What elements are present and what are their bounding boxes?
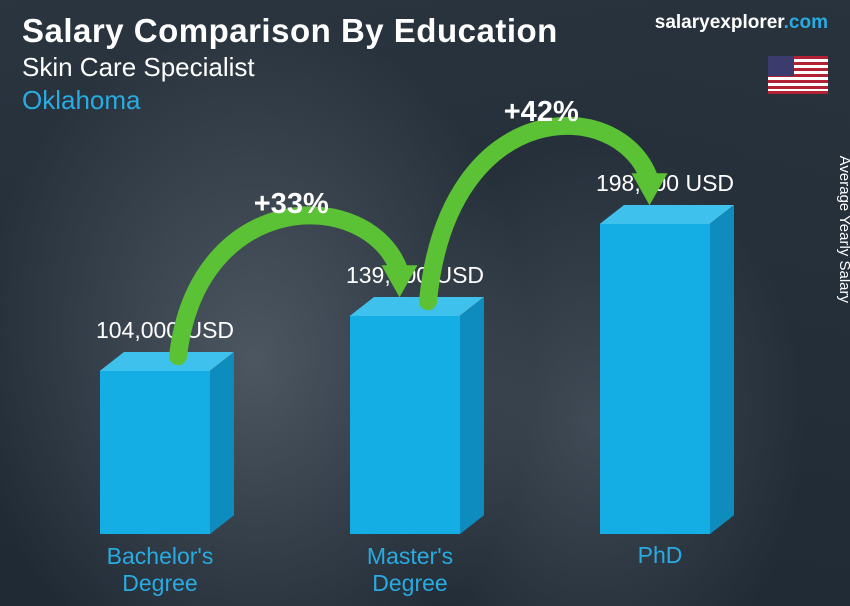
brand-part2: .com — [784, 12, 828, 33]
brand-logo: salaryexplorer.com — [655, 12, 828, 34]
header: Salary Comparison By Education Skin Care… — [22, 12, 828, 116]
flag-us-icon — [768, 56, 828, 94]
pct-increase-0: +33% — [254, 188, 329, 221]
chart-area: 104,000 USDBachelor's Degree139,000 USDM… — [70, 130, 800, 606]
brand-block: salaryexplorer.com — [655, 12, 828, 99]
brand-part1: salaryexplorer — [655, 12, 784, 33]
main-title: Salary Comparison By Education — [22, 12, 558, 50]
y-axis-label: Average Yearly Salary — [836, 156, 850, 303]
increase-arrow-1 — [70, 130, 800, 606]
location: Oklahoma — [22, 85, 558, 116]
title-block: Salary Comparison By Education Skin Care… — [22, 12, 558, 116]
subtitle: Skin Care Specialist — [22, 52, 558, 83]
